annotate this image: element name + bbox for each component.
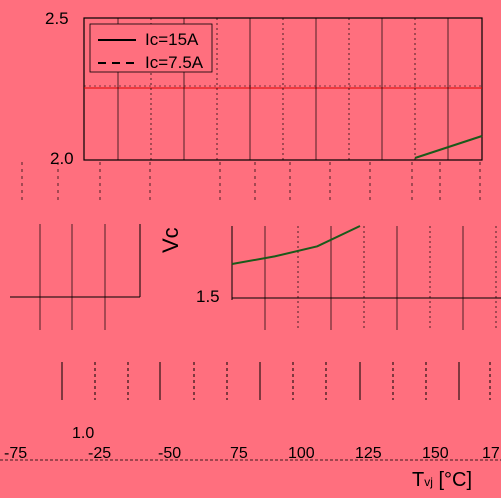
legend-box <box>89 23 213 73</box>
bottom-grid <box>61 362 491 400</box>
xtick-label: 150 <box>422 445 449 462</box>
ytick-low: 1.0 <box>72 425 95 442</box>
x-axis-label-sub: vj <box>424 475 433 489</box>
xtick-label: 100 <box>288 445 315 462</box>
xtick-label: -25 <box>88 445 112 462</box>
x-axis-label-main: T <box>412 469 425 491</box>
ytick-mid: 1.5 <box>196 287 220 306</box>
y-axis-label: Vc <box>158 227 183 253</box>
left-grid <box>39 224 106 330</box>
ytick-top: 2.5 <box>45 9 69 28</box>
bottom-plot-panel <box>0 362 501 461</box>
x-axis-label: Tvj [°C] <box>412 470 472 490</box>
xtick-label: 125 <box>355 445 382 462</box>
middle-plot-panel <box>231 225 501 330</box>
ytick-upper-bottom: 2.0 <box>50 149 74 168</box>
left-fragment-panel <box>10 224 141 330</box>
middle-grid <box>264 226 497 330</box>
xtick-label: -75 <box>4 445 28 462</box>
upper-plot-panel <box>21 17 483 200</box>
xtick-label: 17 <box>482 445 500 462</box>
series-line-middle <box>231 225 361 265</box>
xtick-label: -50 <box>158 445 182 462</box>
legend <box>89 23 213 73</box>
xtick-label: 75 <box>230 445 248 462</box>
series-line-upper <box>414 135 483 159</box>
legend-entry-1: Ic=15A <box>145 30 199 49</box>
legend-entry-2: Ic=7.5A <box>145 53 204 72</box>
x-axis-label-unit: [°C] <box>438 469 473 491</box>
